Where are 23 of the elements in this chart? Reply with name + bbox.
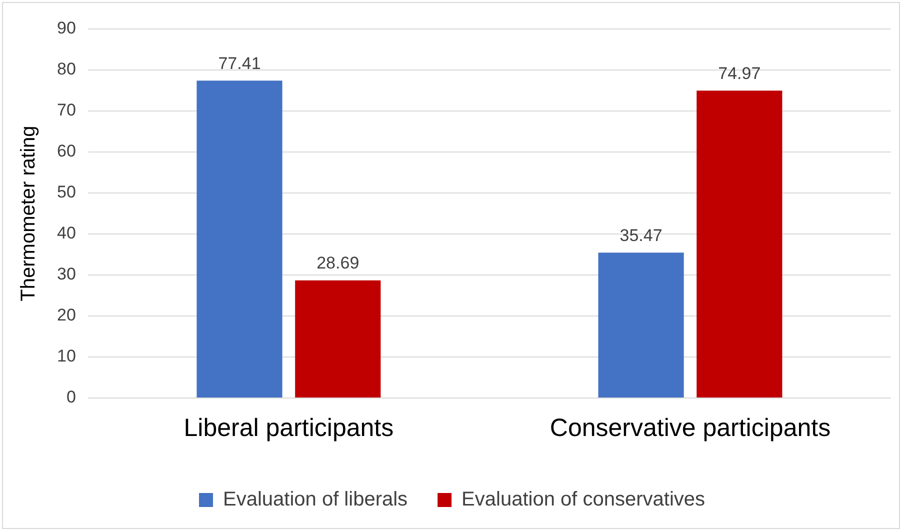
bar <box>295 280 381 398</box>
y-tick-label: 80 <box>56 60 76 79</box>
data-label: 77.41 <box>218 54 261 73</box>
y-tick-label: 40 <box>56 224 76 243</box>
y-tick-label: 10 <box>56 346 76 366</box>
x-tick-label: Conservative participants <box>550 414 831 442</box>
y-tick-label: 70 <box>56 100 76 120</box>
legend-label: Evaluation of liberals <box>222 488 408 511</box>
data-label: 28.69 <box>316 254 360 273</box>
bar <box>696 90 782 398</box>
y-tick-label: 50 <box>56 182 76 202</box>
bar <box>598 252 684 398</box>
x-tick-label: Liberal participants <box>184 414 394 442</box>
bar <box>196 80 282 398</box>
y-tick-label: 30 <box>56 264 76 284</box>
y-tick-label: 20 <box>56 306 76 325</box>
y-tick-label: 90 <box>56 18 76 38</box>
data-label: 35.47 <box>620 226 662 245</box>
data-label: 74.97 <box>718 64 761 83</box>
y-tick-label: 0 <box>66 388 76 407</box>
y-axis-title: Thermometer rating <box>18 126 40 302</box>
legend-label: Evaluation of conservatives <box>462 488 706 511</box>
y-tick-label: 60 <box>56 142 76 161</box>
